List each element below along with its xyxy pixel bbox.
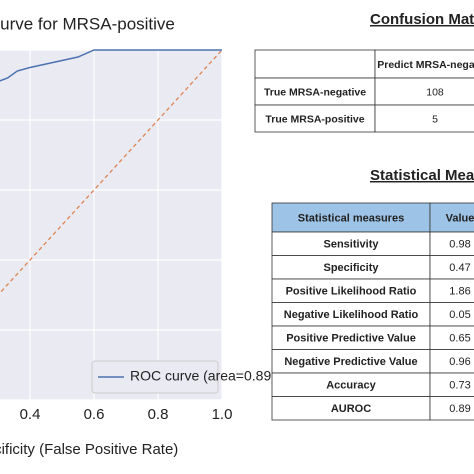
table-text: 0.47 [449, 262, 470, 274]
roc-line [0, 49, 222, 82]
table-header: Predict MRSA-negative [377, 59, 474, 71]
table-header: Value [446, 212, 474, 224]
table-text: 108 [426, 86, 444, 98]
confusion-title: Confusion Matrix [370, 11, 474, 28]
table-text: AUROC [331, 403, 371, 415]
x-tick-label: 0.6 [84, 406, 105, 423]
table-text: 0.98 [449, 239, 470, 251]
table-cell [374, 77, 474, 106]
chart-title: ROC curve for MRSA-positive [0, 14, 175, 33]
table-text: Positive Likelihood Ratio [286, 286, 417, 298]
reference-line [0, 49, 223, 294]
stats-title: Statistical Measures [370, 167, 474, 184]
table-text: Specificity [323, 262, 379, 274]
table-header: Statistical measures [298, 212, 404, 224]
table-cell [271, 202, 431, 233]
plot-area [0, 50, 222, 400]
table-text: 0.73 [449, 380, 470, 392]
table-text: 5 [432, 113, 438, 125]
table-cell [254, 49, 376, 79]
table-text: Positive Predictive Value [286, 333, 416, 345]
x-tick-label: 1.0 [212, 406, 233, 423]
table-cell [374, 49, 474, 79]
legend-label: ROC curve (area=0.89) [130, 368, 276, 384]
table-text: 1.86 [449, 286, 470, 298]
x-axis-label: 1 - Specificity (False Positive Rate) [0, 441, 178, 458]
table-cell [254, 104, 376, 133]
table-text: Accuracy [326, 380, 376, 392]
x-tick-label: 0.4 [20, 406, 41, 423]
legend-box [91, 360, 219, 394]
table-text: 0.65 [449, 333, 470, 345]
table-text: 0.96 [449, 356, 470, 368]
table-cell [429, 396, 474, 421]
table-text: 0.89 [449, 403, 470, 415]
x-tick-label: 0.8 [148, 406, 169, 423]
table-text: 0.05 [449, 309, 470, 321]
table-text: True MRSA-negative [264, 86, 366, 98]
table-cell [429, 202, 474, 233]
table-text: Negative Likelihood Ratio [284, 309, 419, 321]
table-text: Negative Predictive Value [284, 356, 417, 368]
table-cell [374, 104, 474, 133]
table-text: Sensitivity [323, 239, 379, 251]
table-cell [254, 77, 376, 106]
table-text: True MRSA-positive [265, 113, 364, 125]
